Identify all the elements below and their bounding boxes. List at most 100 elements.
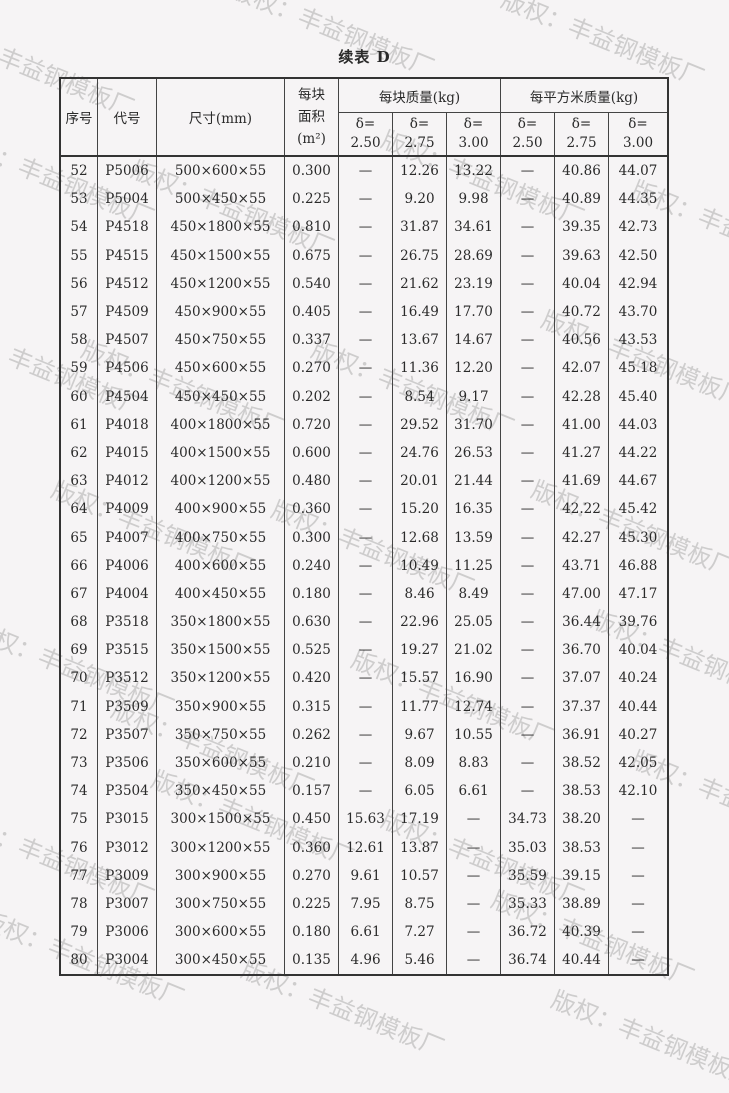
cell-sqm-3-00: 44.07 bbox=[608, 156, 669, 186]
cell-size: 300×900×55 bbox=[156, 861, 285, 890]
cell-code: P4004 bbox=[97, 579, 157, 608]
cell-block-3-00: 21.02 bbox=[446, 636, 501, 665]
cell-size: 450×1200×55 bbox=[156, 269, 285, 298]
cell-code: P4515 bbox=[97, 241, 157, 270]
cell-sqm-2-75: 40.04 bbox=[554, 269, 609, 298]
cell-sqm-2-50: — bbox=[500, 382, 555, 411]
cell-area: 0.300 bbox=[284, 156, 339, 186]
cell-area: 0.337 bbox=[284, 326, 339, 355]
cell-seq: 68 bbox=[59, 608, 98, 637]
header-size: 尺寸(mm) bbox=[156, 77, 285, 157]
cell-size: 350×1800×55 bbox=[156, 608, 285, 637]
cell-sqm-3-00: 42.94 bbox=[608, 269, 669, 298]
cell-size: 400×1200×55 bbox=[156, 467, 285, 496]
table-row: 67 P4004 400×450×55 0.180—8.46 8.49—47.00 47.… bbox=[59, 579, 669, 608]
cell-block-2-50: — bbox=[338, 608, 393, 637]
header-code: 代号 bbox=[97, 77, 157, 157]
cell-sqm-2-75: 38.53 bbox=[554, 777, 609, 806]
cell-block-2-75: 8.09 bbox=[392, 748, 447, 778]
table-row: 55 P4515 450×1500×55 0.675—26.75 28.69—39.63… bbox=[59, 241, 669, 270]
cell-code: P3006 bbox=[97, 918, 157, 947]
cell-size: 300×750×55 bbox=[156, 889, 285, 919]
cell-sqm-3-00: — bbox=[608, 805, 669, 834]
header-area-line1: 每块 bbox=[298, 87, 325, 103]
cell-size: 300×1500×55 bbox=[156, 805, 285, 834]
cell-block-3-00: 9.17 bbox=[446, 382, 501, 411]
cell-sqm-2-75: 40.44 bbox=[554, 946, 609, 976]
table-row: 52 P5006 500×600×55 0.300—12.26 13.22—40.86 4… bbox=[59, 156, 669, 186]
cell-sqm-2-50: — bbox=[500, 664, 555, 693]
cell-seq: 67 bbox=[59, 579, 98, 608]
table-row: 57 P4509 450×900×55 0.405—16.49 17.70—40.72 4… bbox=[59, 297, 669, 327]
cell-code: P4518 bbox=[97, 213, 157, 242]
cell-block-2-50: — bbox=[338, 213, 393, 242]
cell-block-3-00: 12.20 bbox=[446, 354, 501, 383]
table-row: 58 P4507 450×750×55 0.337—13.67 14.67—40.56 4… bbox=[59, 326, 669, 355]
cell-block-2-50: — bbox=[338, 326, 393, 355]
cell-size: 400×1800×55 bbox=[156, 410, 285, 439]
table-row: 75 P3015 300×1500×55 0.450 15.63 17.19—34.73 3… bbox=[59, 805, 669, 834]
table-row: 54 P4518 450×1800×55 0.810—31.87 34.61—39.35… bbox=[59, 213, 669, 242]
cell-area: 0.630 bbox=[284, 608, 339, 637]
cell-area: 0.225 bbox=[284, 889, 339, 919]
cell-code: P3515 bbox=[97, 636, 157, 665]
cell-block-3-00: — bbox=[446, 861, 501, 890]
cell-area: 0.540 bbox=[284, 269, 339, 298]
cell-block-3-00: 28.69 bbox=[446, 241, 501, 270]
cell-seq: 72 bbox=[59, 720, 98, 749]
cell-sqm-3-00: 46.88 bbox=[608, 551, 669, 580]
cell-size: 400×600×55 bbox=[156, 551, 285, 580]
cell-seq: 65 bbox=[59, 523, 98, 552]
delta-label: δ= bbox=[463, 116, 484, 132]
cell-block-2-50: — bbox=[338, 523, 393, 552]
cell-sqm-3-00: 42.73 bbox=[608, 213, 669, 242]
delta-label: δ= bbox=[409, 116, 430, 132]
cell-block-3-00: 6.61 bbox=[446, 777, 501, 806]
cell-block-3-00: 13.22 bbox=[446, 156, 501, 186]
cell-sqm-2-50: — bbox=[500, 608, 555, 637]
cell-block-2-50: — bbox=[338, 156, 393, 186]
cell-block-2-75: 8.75 bbox=[392, 889, 447, 919]
cell-sqm-2-50: — bbox=[500, 720, 555, 749]
cell-sqm-2-75: 36.44 bbox=[554, 608, 609, 637]
cell-block-2-75: 8.46 bbox=[392, 579, 447, 608]
cell-block-2-50: 15.63 bbox=[338, 805, 393, 834]
cell-block-2-75: 22.96 bbox=[392, 608, 447, 637]
cell-area: 0.262 bbox=[284, 720, 339, 749]
cell-sqm-3-00: 45.40 bbox=[608, 382, 669, 411]
cell-block-2-75: 11.77 bbox=[392, 692, 447, 721]
cell-block-2-75: 24.76 bbox=[392, 438, 447, 468]
cell-sqm-2-75: 39.35 bbox=[554, 213, 609, 242]
cell-block-3-00: 14.67 bbox=[446, 326, 501, 355]
cell-area: 0.420 bbox=[284, 664, 339, 693]
cell-code: P5006 bbox=[97, 156, 157, 186]
cell-block-2-75: 21.62 bbox=[392, 269, 447, 298]
cell-block-2-75: 12.68 bbox=[392, 523, 447, 552]
cell-sqm-3-00: 44.67 bbox=[608, 467, 669, 496]
cell-sqm-2-75: 43.71 bbox=[554, 551, 609, 580]
table-row: 64 P4009 400×900×55 0.360—15.20 16.35—42.22 4… bbox=[59, 495, 669, 524]
cell-seq: 53 bbox=[59, 185, 98, 214]
cell-seq: 74 bbox=[59, 777, 98, 806]
cell-code: P3009 bbox=[97, 861, 157, 890]
cell-size: 500×600×55 bbox=[156, 156, 285, 186]
thickness-value: 3.00 bbox=[622, 135, 654, 151]
cell-seq: 60 bbox=[59, 382, 98, 411]
table-row: 63 P4012 400×1200×55 0.480—20.01 21.44—41.69… bbox=[59, 467, 669, 496]
cell-sqm-2-50: 34.73 bbox=[500, 805, 555, 834]
cell-block-3-00: 11.25 bbox=[446, 551, 501, 580]
cell-sqm-3-00: 43.70 bbox=[608, 297, 669, 327]
cell-area: 0.300 bbox=[284, 523, 339, 552]
cell-sqm-2-75: 38.53 bbox=[554, 833, 609, 862]
cell-block-2-50: — bbox=[338, 551, 393, 580]
cell-size: 350×1500×55 bbox=[156, 636, 285, 665]
table-row: 62 P4015 400×1500×55 0.600—24.76 26.53—41.27… bbox=[59, 438, 669, 468]
cell-block-2-75: 6.05 bbox=[392, 777, 447, 806]
header-area: 每块 面积 (m²) bbox=[284, 77, 339, 157]
cell-block-2-75: 11.36 bbox=[392, 354, 447, 383]
cell-seq: 52 bbox=[59, 156, 98, 186]
thickness-value: 2.50 bbox=[350, 135, 381, 151]
cell-sqm-2-50: — bbox=[500, 551, 555, 580]
cell-area: 0.315 bbox=[284, 692, 339, 721]
cell-area: 0.675 bbox=[284, 241, 339, 270]
